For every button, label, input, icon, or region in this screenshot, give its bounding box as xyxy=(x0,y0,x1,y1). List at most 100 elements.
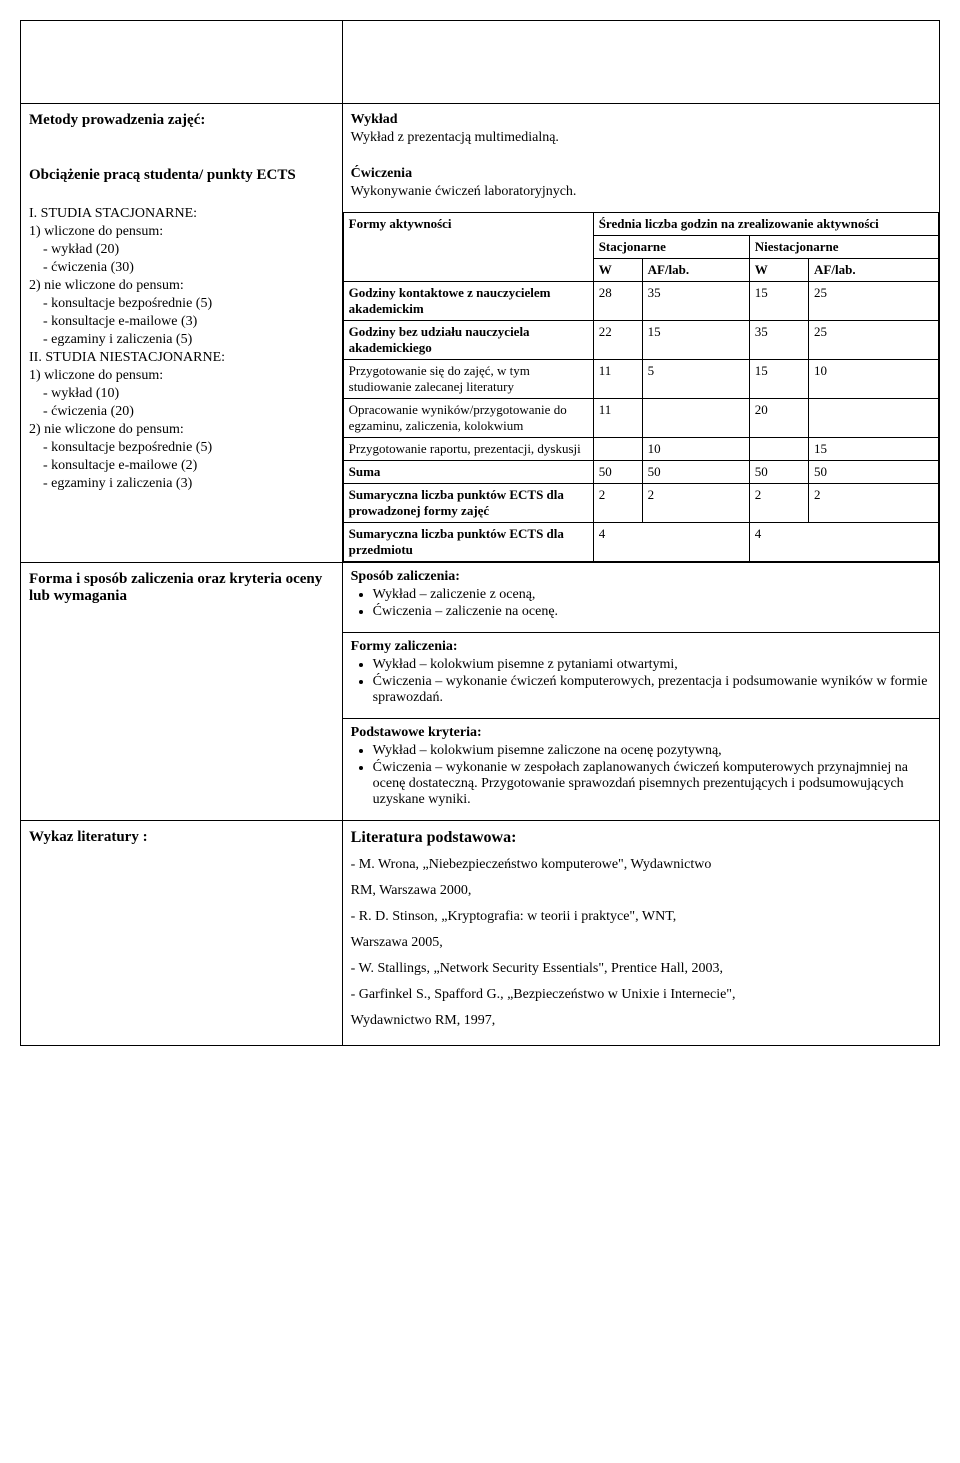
ectsf-c: 2 xyxy=(749,484,808,523)
kryteria-cell: Podstawowe kryteria: Wykład – kolokwium … xyxy=(342,719,939,821)
th-niestac: Niestacjonarne xyxy=(749,236,938,259)
niestac-head: II. STUDIA NIESTACJONARNE: xyxy=(29,350,334,366)
lit-3: Warszawa 2005, xyxy=(351,935,931,951)
r0-a: 28 xyxy=(593,282,642,321)
sposob-b1: Wykład – zaliczenie z oceną, xyxy=(373,587,931,603)
th-stac: Stacjonarne xyxy=(593,236,749,259)
r1-c: 35 xyxy=(749,321,808,360)
formy-b2: Ćwiczenia – wykonanie ćwiczeń komputerow… xyxy=(373,674,931,706)
r2-c: 15 xyxy=(749,360,808,399)
r0-c: 15 xyxy=(749,282,808,321)
literature-right: Literatura podstawowa: - M. Wrona, „Nieb… xyxy=(342,821,939,1046)
r2-d: 10 xyxy=(809,360,939,399)
literature-left-title: Wykaz literatury : xyxy=(29,829,334,846)
sum-b: 50 xyxy=(642,461,749,484)
r2-label: Przygotowanie się do zajęć, w tym studio… xyxy=(343,360,593,399)
lit-6: Wydawnictwo RM, 1997, xyxy=(351,1013,931,1029)
stac-l1: 1) wliczone do pensum: xyxy=(29,224,334,240)
kryteria-b2: Ćwiczenia – wykonanie w zespołach zaplan… xyxy=(373,760,931,808)
r0-label: Godziny kontaktowe z nauczycielem akadem… xyxy=(343,282,593,321)
stac-l2a: - konsultacje bezpośrednie (5) xyxy=(43,296,334,312)
wyklad-h: Wykład xyxy=(351,112,931,128)
r3-label: Opracowanie wyników/przygotowanie do egz… xyxy=(343,399,593,438)
th-af2: AF/lab. xyxy=(809,259,939,282)
formy-b1: Wykład – kolokwium pisemne z pytaniami o… xyxy=(373,657,931,673)
kryteria-b1: Wykład – kolokwium pisemne zaliczone na … xyxy=(373,743,931,759)
th-w2: W xyxy=(749,259,808,282)
r2-b: 5 xyxy=(642,360,749,399)
th-forms: Formy aktywności xyxy=(343,213,593,282)
ectss-b: 4 xyxy=(749,523,938,562)
r0-d: 25 xyxy=(809,282,939,321)
sposob-b2: Ćwiczenia – zaliczenie na ocenę. xyxy=(373,604,931,620)
lit-5: - Garfinkel S., Spafford G., „Bezpieczeń… xyxy=(351,987,931,1003)
workload-right: Formy aktywności Średnia liczba godzin n… xyxy=(342,208,939,563)
th-avg: Średnia liczba godzin na zrealizowanie a… xyxy=(593,213,938,236)
assessment-title: Forma i sposób zaliczenia oraz kryteria … xyxy=(29,571,334,605)
literature-left: Wykaz literatury : xyxy=(21,821,343,1046)
kryteria-title: Podstawowe kryteria: xyxy=(351,725,482,740)
niestac-l2b: - konsultacje e-mailowe (2) xyxy=(43,458,334,474)
lit-4: - W. Stallings, „Network Security Essent… xyxy=(351,961,931,977)
stac-l2b: - konsultacje e-mailowe (3) xyxy=(43,314,334,330)
sum-d: 50 xyxy=(809,461,939,484)
stac-l1b: - ćwiczenia (30) xyxy=(43,260,334,276)
methods-right: Wykład Wykład z prezentacją multimedialn… xyxy=(342,104,939,209)
th-af1: AF/lab. xyxy=(642,259,749,282)
niestac-l2: 2) nie wliczone do pensum: xyxy=(29,422,334,438)
ectsf-a: 2 xyxy=(593,484,642,523)
workload-title: Obciążenie pracą studenta/ punkty ECTS xyxy=(29,167,334,184)
lit-1: RM, Warszawa 2000, xyxy=(351,883,931,899)
formy-title: Formy zaliczenia: xyxy=(351,639,458,654)
ectsf-b: 2 xyxy=(642,484,749,523)
r4-a xyxy=(593,438,642,461)
ectsf-label: Sumaryczna liczba punktów ECTS dla prowa… xyxy=(343,484,593,523)
sposob-title: Sposób zaliczenia: xyxy=(351,569,460,584)
r3-b xyxy=(642,399,749,438)
niestac-l2c: - egzaminy i zaliczenia (3) xyxy=(43,476,334,492)
r1-b: 15 xyxy=(642,321,749,360)
literature-title: Literatura podstawowa: xyxy=(351,829,931,847)
lit-0: - M. Wrona, „Niebezpieczeństwo komputero… xyxy=(351,857,931,873)
stac-l2c: - egzaminy i zaliczenia (5) xyxy=(43,332,334,348)
sposob-cell: Sposób zaliczenia: Wykład – zaliczenie z… xyxy=(342,563,939,633)
empty-cell xyxy=(21,21,343,104)
stac-l1a: - wykład (20) xyxy=(43,242,334,258)
formy-cell: Formy zaliczenia: Wykład – kolokwium pis… xyxy=(342,633,939,719)
niestac-l2a: - konsultacje bezpośrednie (5) xyxy=(43,440,334,456)
th-w1: W xyxy=(593,259,642,282)
sum-a: 50 xyxy=(593,461,642,484)
assessment-left: Forma i sposób zaliczenia oraz kryteria … xyxy=(21,563,343,821)
cwicz-p: Wykonywanie ćwiczeń laboratoryjnych. xyxy=(351,184,931,200)
wyklad-p: Wykład z prezentacją multimedialną. xyxy=(351,130,931,146)
r1-label: Godziny bez udziału nauczyciela akademic… xyxy=(343,321,593,360)
r3-a: 11 xyxy=(593,399,642,438)
r3-c: 20 xyxy=(749,399,808,438)
niestac-l1: 1) wliczone do pensum: xyxy=(29,368,334,384)
r2-a: 11 xyxy=(593,360,642,399)
r4-label: Przygotowanie raportu, prezentacji, dysk… xyxy=(343,438,593,461)
workload-table: Formy aktywności Średnia liczba godzin n… xyxy=(343,212,939,562)
lit-2: - R. D. Stinson, „Kryptografia: w teorii… xyxy=(351,909,931,925)
sum-label: Suma xyxy=(343,461,593,484)
cwicz-h: Ćwiczenia xyxy=(351,166,931,182)
stac-l2: 2) nie wliczone do pensum: xyxy=(29,278,334,294)
niestac-l1a: - wykład (10) xyxy=(43,386,334,402)
ectss-label: Sumaryczna liczba punktów ECTS dla przed… xyxy=(343,523,593,562)
document-table: Metody prowadzenia zajęć: Obciążenie pra… xyxy=(20,20,940,1046)
stac-head: I. STUDIA STACJONARNE: xyxy=(29,206,334,222)
r4-d: 15 xyxy=(809,438,939,461)
r0-b: 35 xyxy=(642,282,749,321)
r4-b: 10 xyxy=(642,438,749,461)
ectss-a: 4 xyxy=(593,523,749,562)
niestac-l1b: - ćwiczenia (20) xyxy=(43,404,334,420)
methods-left: Metody prowadzenia zajęć: Obciążenie pra… xyxy=(21,104,343,563)
methods-title: Metody prowadzenia zajęć: xyxy=(29,112,334,129)
sum-c: 50 xyxy=(749,461,808,484)
ectsf-d: 2 xyxy=(809,484,939,523)
r1-a: 22 xyxy=(593,321,642,360)
r4-c xyxy=(749,438,808,461)
r3-d xyxy=(809,399,939,438)
empty-cell xyxy=(342,21,939,104)
r1-d: 25 xyxy=(809,321,939,360)
